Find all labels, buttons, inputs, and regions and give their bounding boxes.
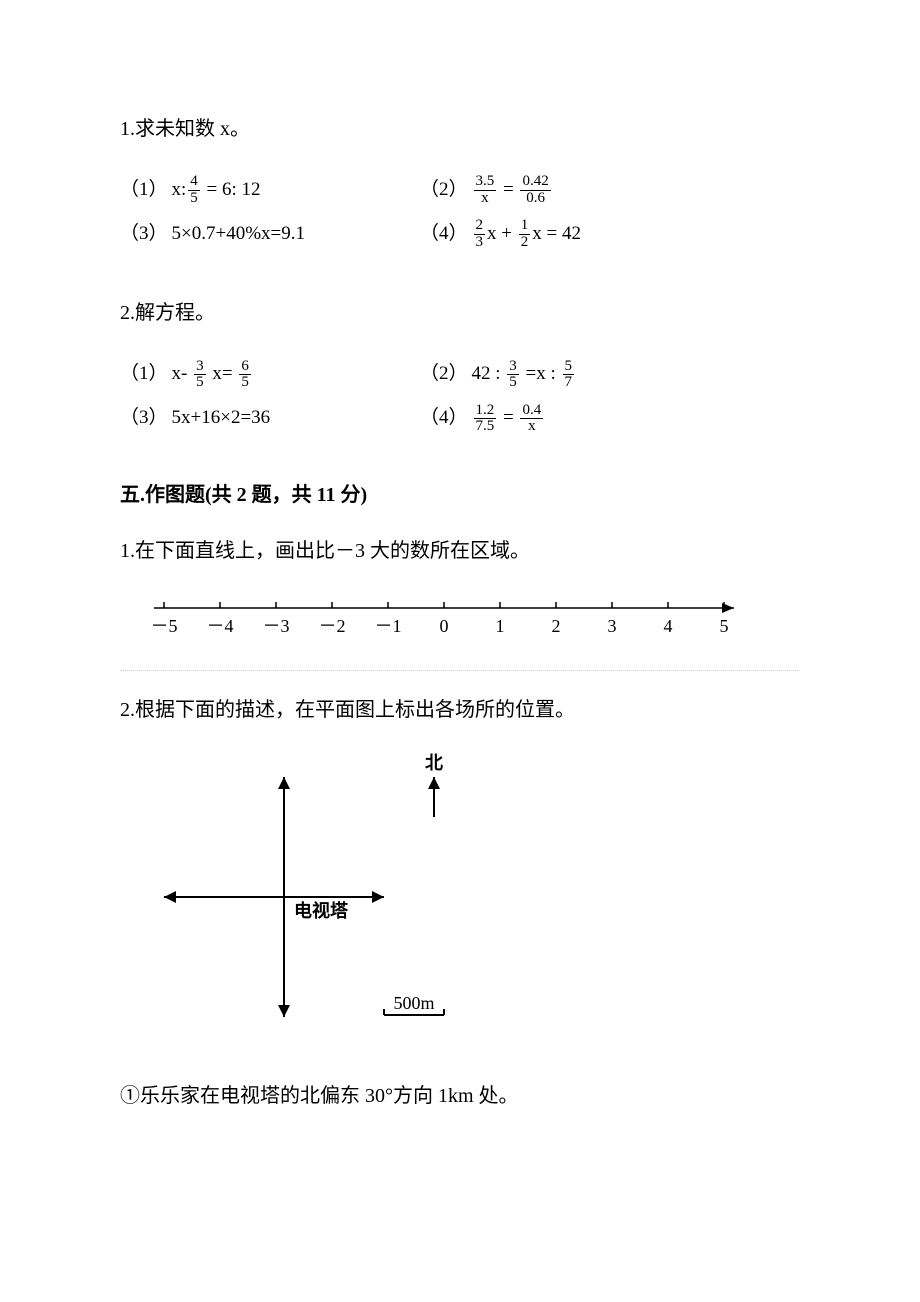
p1-item-1: （1） x:45 = 6: 12 [120,172,420,208]
p1-item-3-expr: 5×0.7+40%x=9.1 [172,216,305,252]
fraction: 0.420.6 [520,174,550,207]
p2-item-3: （3） 5x+16×2=36 [120,400,420,436]
p1-item-2: （2） 3.5x = 0.420.6 [420,172,780,208]
text-fragment: x = 42 [532,223,581,244]
p2-item-3-expr: 5x+16×2=36 [172,400,271,436]
denominator: 5 [507,375,519,391]
p2-row-1: （1） x- 35 x= 65 （2） 42 : 35 =x : 57 [120,356,800,392]
p1-row-2: （3） 5×0.7+40%x=9.1 （4） 23x + 12x = 42 [120,216,800,252]
p1-item-4: （4） 23x + 12x = 42 [420,216,780,252]
svg-text:－1: －1 [375,616,402,636]
fraction: 1.27.5 [474,403,497,436]
compass-figure: 电视塔 北 500m [134,747,800,1047]
denominator: 2 [519,235,531,251]
p1-item-2-expr: 3.5x = 0.420.6 [472,172,553,208]
fraction: 12 [519,218,531,251]
p1-item-4-label: （4） [420,216,468,252]
svg-text:北: 北 [425,753,443,773]
text-fragment: = [498,407,518,428]
numerator: 4 [188,174,200,191]
fraction: 35 [194,359,206,392]
denominator: 3 [474,235,486,251]
numerator: 0.42 [520,174,550,191]
p1-item-3: （3） 5×0.7+40%x=9.1 [120,216,420,252]
numerator: 0.4 [520,403,543,420]
numerator: 2 [474,218,486,235]
numerator: 6 [239,359,251,376]
section5-q2: 2.根据下面的描述，在平面图上标出各场所的位置。 [120,691,800,729]
p2-item-1-expr: x- 35 x= 65 [172,356,253,392]
numerator: 1.2 [474,403,497,420]
svg-text:500m: 500m [393,993,434,1013]
text-fragment: x + [487,223,517,244]
denominator: 0.6 [520,191,550,207]
section-5-title: 五.作图题(共 2 题，共 11 分) [120,476,800,514]
problem-1-heading: 1.求未知数 x。 [120,110,800,148]
denominator: x [520,419,543,435]
p2-item-4-expr: 1.27.5 = 0.4x [472,400,546,436]
svg-text:2: 2 [552,616,561,636]
numerator: 1 [519,218,531,235]
fraction: 3.5x [474,174,497,207]
fraction: 23 [474,218,486,251]
denominator: 7.5 [474,419,497,435]
fraction: 35 [507,359,519,392]
svg-text:3: 3 [608,616,617,636]
fraction: 57 [563,359,575,392]
numerator: 3 [507,359,519,376]
number-line-figure: －5 －4 －3 －2 －1 0 1 2 3 4 5 [134,588,800,648]
fraction: 65 [239,359,251,392]
p2-item-1-label: （1） [120,356,168,392]
svg-text:－5: －5 [151,616,178,636]
number-line-svg: －5 －4 －3 －2 －1 0 1 2 3 4 5 [134,588,774,648]
p2-item-2-expr: 42 : 35 =x : 57 [472,356,577,392]
section5-q1: 1.在下面直线上，画出比－3 大的数所在区域。 [120,532,800,570]
p2-item-4: （4） 1.27.5 = 0.4x [420,400,780,436]
text-fragment: =x : [521,363,561,384]
svg-text:－4: －4 [207,616,234,636]
problem-2-heading: 2.解方程。 [120,294,800,332]
numerator: 3 [194,359,206,376]
svg-text:0: 0 [440,616,449,636]
denominator: 5 [239,375,251,391]
text-fragment: x= [208,363,238,384]
svg-text:5: 5 [720,616,729,636]
p2-item-3-label: （3） [120,400,168,436]
denominator: x [474,191,497,207]
section5-sub1: ①乐乐家在电视塔的北偏东 30°方向 1km 处。 [120,1077,800,1115]
denominator: 5 [194,375,206,391]
fraction: 0.4x [520,403,543,436]
fraction: 45 [188,174,200,207]
denominator: 7 [563,375,575,391]
p2-row-2: （3） 5x+16×2=36 （4） 1.27.5 = 0.4x [120,400,800,436]
p2-item-1: （1） x- 35 x= 65 [120,356,420,392]
text-fragment: = 6: 12 [202,179,261,200]
p1-item-1-label: （1） [120,172,168,208]
p1-item-2-label: （2） [420,172,468,208]
p2-item-2: （2） 42 : 35 =x : 57 [420,356,780,392]
text-fragment: x: [172,179,187,200]
p1-item-3-label: （3） [120,216,168,252]
svg-text:电视塔: 电视塔 [294,900,349,921]
numerator: 3.5 [474,174,497,191]
p2-item-4-label: （4） [420,400,468,436]
faint-divider [120,670,800,671]
svg-text:4: 4 [664,616,673,636]
denominator: 5 [188,191,200,207]
p1-row-1: （1） x:45 = 6: 12 （2） 3.5x = 0.420.6 [120,172,800,208]
text-fragment: = [498,179,518,200]
p2-item-2-label: （2） [420,356,468,392]
text-fragment: 42 : [472,363,506,384]
numerator: 5 [563,359,575,376]
p1-item-4-expr: 23x + 12x = 42 [472,216,581,252]
text-fragment: x- [172,363,193,384]
compass-svg: 电视塔 北 500m [134,747,514,1047]
p1-item-1-expr: x:45 = 6: 12 [172,172,261,208]
svg-text:－2: －2 [319,616,346,636]
svg-text:－3: －3 [263,616,290,636]
svg-text:1: 1 [496,616,505,636]
